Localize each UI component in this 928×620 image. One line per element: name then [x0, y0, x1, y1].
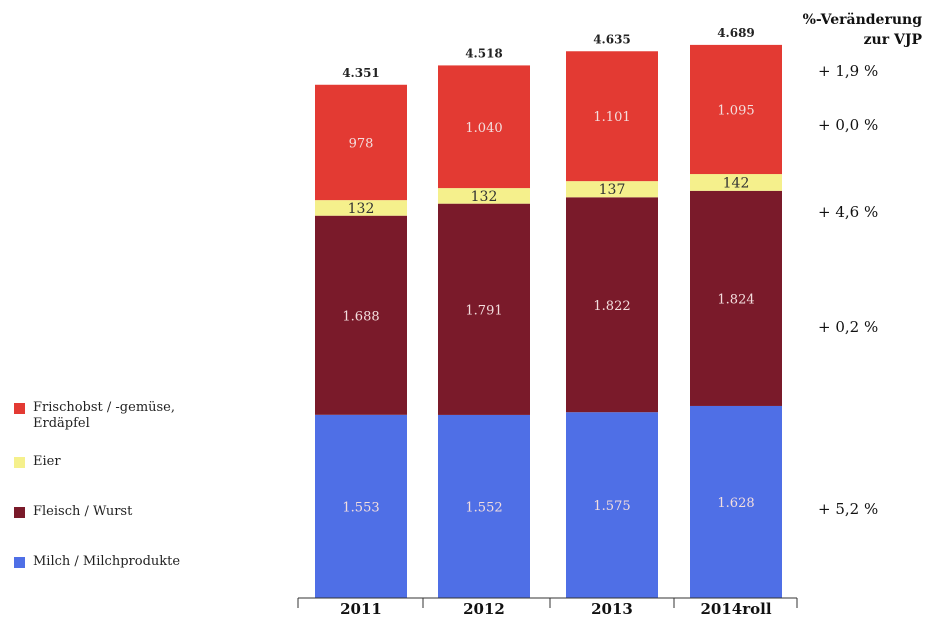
legend-label-milch-milchprodukte: Milch / Milchprodukte	[33, 554, 181, 569]
category-label-2011: 2011	[340, 600, 382, 618]
pct-change-frischobst: + 0,0 %	[818, 116, 879, 134]
legend-swatch-frischobst-gemuse-erdapfel	[14, 403, 25, 414]
data-label-frischobst-gemuse-erdapfel-2013: 1.101	[593, 110, 630, 125]
legend-label-eier: Eier	[33, 454, 61, 469]
pct-change-milch: + 5,2 %	[818, 500, 879, 518]
data-label-milch-milchprodukte-2012: 1.552	[465, 500, 502, 515]
category-label-2013: 2013	[591, 600, 633, 618]
pct-change-total: + 1,9 %	[818, 62, 879, 80]
pct-change-eier: + 4,6 %	[818, 203, 879, 221]
category-label-2012: 2012	[463, 600, 505, 618]
total-label-2013: 4.635	[593, 32, 631, 46]
bar-segment-frischobst-gemuse-erdapfel-2011	[315, 84, 407, 201]
legend-label-frischobst-gemuse-erdapfel: Frischobst / -gemüse, Erdäpfel	[33, 400, 176, 431]
data-label-milch-milchprodukte-2014roll: 1.628	[717, 496, 754, 511]
bar-segment-milch-milchprodukte-2011	[315, 414, 407, 598]
legend-swatch-eier	[14, 457, 25, 468]
legend-item-eier: Eier	[14, 454, 213, 470]
legend-swatch-fleisch-wurst	[14, 507, 25, 518]
bar-segment-milch-milchprodukte-2012	[438, 414, 530, 598]
data-label-fleisch-wurst-2011: 1.688	[342, 309, 379, 324]
bar-segment-frischobst-gemuse-erdapfel-2012	[438, 65, 530, 189]
legend-label-fleisch-wurst: Fleisch / Wurst	[33, 504, 133, 519]
bar-segment-milch-milchprodukte-2013	[566, 412, 658, 598]
pct-change-title: %-Veränderung zur VJP	[722, 10, 922, 50]
data-label-fleisch-wurst-2012: 1.791	[465, 303, 502, 318]
pct-change-fleisch: + 0,2 %	[818, 318, 879, 336]
category-label-2014roll: 2014roll	[700, 600, 771, 618]
bar-segment-eier-2012	[438, 188, 530, 204]
bar-segment-fleisch-wurst-2014roll	[690, 190, 782, 406]
data-label-frischobst-gemuse-erdapfel-2011: 978	[349, 136, 374, 151]
data-label-frischobst-gemuse-erdapfel-2012: 1.040	[465, 121, 502, 136]
bar-segment-milch-milchprodukte-2014roll	[690, 405, 782, 598]
pct-change-title-line1: %-Veränderung	[802, 12, 922, 28]
total-label-2011: 4.351	[342, 66, 380, 80]
bar-segment-frischobst-gemuse-erdapfel-2014roll	[690, 44, 782, 175]
total-label-2012: 4.518	[465, 46, 503, 60]
data-label-fleisch-wurst-2014roll: 1.824	[717, 292, 754, 307]
bar-segment-fleisch-wurst-2012	[438, 203, 530, 415]
bar-segment-fleisch-wurst-2013	[566, 197, 658, 413]
bar-segment-eier-2013	[566, 181, 658, 198]
legend-item-fleisch-wurst: Fleisch / Wurst	[14, 504, 213, 520]
total-label-2014roll: 4.689	[717, 26, 755, 40]
data-label-eier-2011: 132	[348, 201, 375, 217]
data-label-eier-2014roll: 142	[723, 175, 750, 191]
legend-swatch-milch-milchprodukte	[14, 557, 25, 568]
bar-segment-fleisch-wurst-2011	[315, 215, 407, 415]
bar-segment-frischobst-gemuse-erdapfel-2013	[566, 51, 658, 182]
data-label-milch-milchprodukte-2013: 1.575	[593, 499, 630, 514]
legend-item-milch-milchprodukte: Milch / Milchprodukte	[14, 554, 213, 570]
data-label-fleisch-wurst-2013: 1.822	[593, 299, 630, 314]
pct-change-title-line2: zur VJP	[863, 32, 922, 48]
legend-item-frischobst-gemuse-erdapfel: Frischobst / -gemüse, Erdäpfel	[14, 400, 213, 432]
data-label-milch-milchprodukte-2011: 1.553	[342, 500, 379, 515]
bar-segment-eier-2011	[315, 200, 407, 216]
data-label-eier-2012: 132	[471, 189, 498, 205]
data-label-eier-2013: 137	[599, 182, 626, 198]
bar-segment-eier-2014roll	[690, 174, 782, 191]
data-label-frischobst-gemuse-erdapfel-2014roll: 1.095	[717, 103, 754, 118]
